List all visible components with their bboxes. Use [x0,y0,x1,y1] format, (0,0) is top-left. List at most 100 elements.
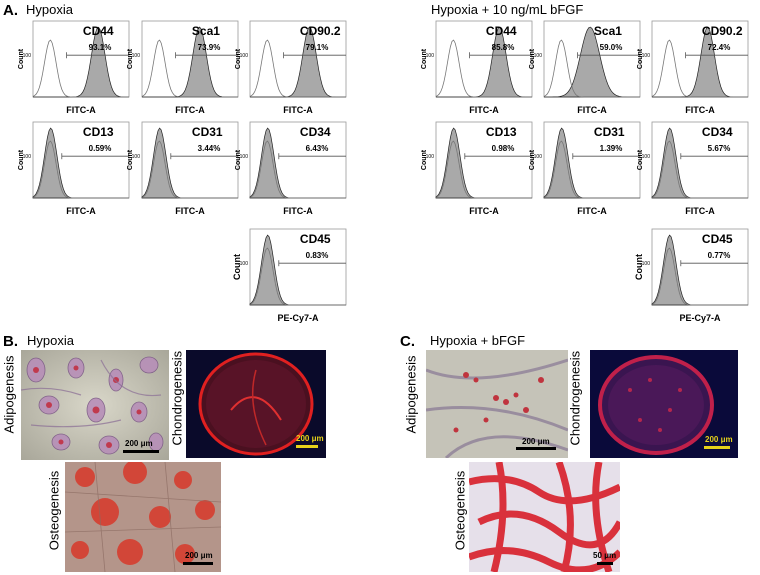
scale-bar-label-adipo-b: 200 μm [125,439,153,448]
histogram-plot: 100 CD90.2 79.1% FITC-A Count [235,20,347,115]
chondrogenesis-label-b: Chondrogenesis [169,350,185,446]
histogram-left-cd13: 100 CD13 0.59% FITC-A Count [15,118,135,220]
osteogenesis-label-b: Osteogenesis [46,470,62,551]
osteogenesis-micrograph-b: 200 μm [65,462,221,572]
x-axis-label: FITC-A [685,206,715,216]
histogram-left-cd45: 100 CD45 0.83% PE-Cy7-A Count [232,225,352,327]
y-axis-label: Count [421,149,428,170]
marker-label: CD45 [702,232,733,246]
marker-label: CD44 [83,24,114,38]
ytick-label: 100 [240,154,249,160]
chondrogenesis-micrograph-b: 200 μm [186,350,326,458]
histogram-right-cd90-2: 100 CD90.2 72.4% FITC-A Count [634,17,754,119]
marker-label: CD13 [486,125,517,139]
marker-label: CD34 [300,125,331,139]
ytick-label: 100 [534,53,543,59]
marker-label: CD34 [702,125,733,139]
marker-label: Sca1 [594,24,622,38]
histogram-left-cd90-2: 100 CD90.2 79.1% FITC-A Count [232,17,352,119]
x-axis-label: FITC-A [577,206,607,216]
histogram-plot: 100 CD45 0.77% PE-Cy7-A Count [634,228,749,323]
percent-label: 0.98% [492,144,515,153]
condition-right-a: Hypoxia + 10 ng/mL bFGF [431,2,584,17]
histogram-plot: 100 CD44 85.8% FITC-A Count [421,20,533,115]
histogram-left-cd31: 100 CD31 3.44% FITC-A Count [124,118,244,220]
marker-label: CD90.2 [300,24,341,38]
ytick-label: 100 [534,154,543,160]
y-axis-label: Count [127,149,134,170]
histogram-plot: 100 Sca1 73.9% FITC-A Count [127,20,239,115]
osteogenesis-label-c: Osteogenesis [452,470,468,551]
control-histogram [435,39,532,98]
scale-bar-label-adipo-c: 200 μm [522,437,550,446]
condition-c: Hypoxia + bFGF [430,333,526,348]
y-axis-label: Count [637,48,644,69]
percent-label: 0.77% [708,251,731,260]
control-histogram [249,39,346,98]
plot-frame [32,20,130,98]
y-axis-label: Count [232,254,242,280]
x-axis-label: FITC-A [283,105,313,115]
scale-bar-label-chondro-c: 200 μm [705,435,733,444]
adipogenesis-label-c: Adipogenesis [403,355,419,434]
ytick-label: 100 [642,261,651,267]
histogram-right-cd45: 100 CD45 0.77% PE-Cy7-A Count [634,225,754,327]
x-axis-label: FITC-A [577,105,607,115]
percent-label: 6.43% [306,144,329,153]
marker-label: CD31 [594,125,625,139]
ytick-label: 100 [240,53,249,59]
histogram-plot: 100 CD44 93.1% FITC-A Count [18,20,130,115]
percent-label: 79.1% [306,43,329,52]
x-axis-label: FITC-A [175,206,205,216]
histogram-right-sca1: 100 Sca1 59.0% FITC-A Count [526,17,646,119]
ytick-label: 100 [23,154,32,160]
ytick-label: 100 [23,53,32,59]
x-axis-label: FITC-A [66,105,96,115]
histogram-plot: 100 CD90.2 72.4% FITC-A Count [637,20,749,115]
adipogenesis-micrograph-b: 200 μm [21,350,169,460]
y-axis-label: Count [529,48,536,69]
percent-label: 3.44% [198,144,221,153]
control-histogram [543,39,640,98]
percent-label: 72.4% [708,43,731,52]
percent-label: 1.39% [600,144,623,153]
y-axis-label: Count [235,48,242,69]
condition-left-a: Hypoxia [26,2,73,17]
adipogenesis-label-b: Adipogenesis [1,355,17,434]
y-axis-label: Count [637,149,644,170]
ytick-label: 100 [642,53,651,59]
y-axis-label: Count [529,149,536,170]
x-axis-label: FITC-A [685,105,715,115]
ytick-label: 100 [642,154,651,160]
percent-label: 93.1% [89,43,112,52]
osteogenesis-micrograph-c: 50 μm [469,462,620,572]
sample-histogram [436,26,532,98]
scale-bar-label-osteo-b: 200 μm [185,551,213,560]
control-histogram [249,247,346,306]
percent-label: 59.0% [600,43,623,52]
y-axis-label: Count [421,48,428,69]
control-histogram [141,39,238,98]
histogram-left-cd44: 100 CD44 93.1% FITC-A Count [15,17,135,119]
scale-bar-label-chondro-b: 200 μm [296,434,324,443]
percent-label: 73.9% [198,43,221,52]
marker-label: CD44 [486,24,517,38]
ytick-label: 100 [132,154,141,160]
histogram-right-cd44: 100 CD44 85.8% FITC-A Count [418,17,538,119]
x-axis-label: PE-Cy7-A [277,313,319,323]
marker-label: Sca1 [192,24,220,38]
x-axis-label: FITC-A [469,105,499,115]
adipogenesis-micrograph-c: 200 μm [426,350,568,458]
chondrogenesis-micrograph-c: 200 μm [590,350,738,458]
ytick-label: 100 [426,53,435,59]
percent-label: 5.67% [708,144,731,153]
marker-label: CD13 [83,125,114,139]
control-histogram [141,140,238,199]
percent-label: 85.8% [492,43,515,52]
histogram-plot: 100 CD34 6.43% FITC-A Count [235,121,347,216]
marker-label: CD90.2 [702,24,743,38]
histogram-left-cd34: 100 CD34 6.43% FITC-A Count [232,118,352,220]
percent-label: 0.83% [306,251,329,260]
x-axis-label: FITC-A [469,206,499,216]
percent-label: 0.59% [89,144,112,153]
